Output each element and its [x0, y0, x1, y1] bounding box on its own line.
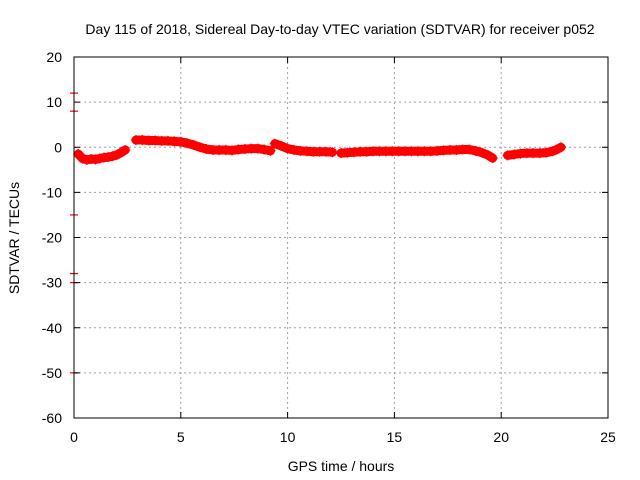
data-point	[265, 145, 276, 156]
data-point	[551, 144, 562, 155]
data-point	[81, 154, 92, 165]
y-tick-label: -50	[42, 365, 62, 381]
data-point	[487, 153, 498, 164]
y-axis-tick-labels: -60 -50 -40 -30 -20 -10 0 10 20	[42, 49, 62, 426]
data-point	[111, 149, 122, 160]
y-axis-label: SDTVAR / TECUs	[6, 182, 22, 294]
data-point	[464, 144, 475, 155]
data-point	[282, 143, 293, 154]
data-point	[120, 144, 131, 155]
data-point	[483, 150, 494, 161]
x-tick-label: 15	[387, 429, 403, 445]
data-point	[276, 140, 287, 151]
y-tick-label: -60	[42, 410, 62, 426]
gridlines	[74, 57, 608, 418]
data-point	[188, 139, 199, 150]
data-point	[289, 144, 300, 155]
data-point	[115, 147, 126, 158]
data-point	[195, 142, 206, 153]
data-point	[73, 149, 84, 160]
data-point	[175, 136, 186, 147]
y-tick-label: -10	[42, 184, 62, 200]
x-tick-label: 5	[177, 429, 185, 445]
data-point	[94, 153, 105, 164]
chart-title: Day 115 of 2018, Sidereal Day-to-day VTE…	[85, 21, 594, 37]
data-point	[547, 146, 558, 157]
y-tick-label: 20	[46, 49, 62, 65]
data-point	[182, 138, 193, 149]
x-axis-tick-labels: 0 5 10 15 20 25	[70, 429, 616, 445]
data-point	[269, 138, 280, 149]
y-tick-label: -30	[42, 275, 62, 291]
data-point	[470, 145, 481, 156]
data-point	[556, 142, 567, 153]
data-point	[541, 147, 552, 158]
axis-ticks	[73, 56, 609, 419]
data-point	[327, 147, 338, 158]
data-point	[476, 147, 487, 158]
x-tick-label: 0	[70, 429, 78, 445]
y-tick-label: -20	[42, 230, 62, 246]
data-point	[103, 152, 114, 163]
x-tick-label: 10	[280, 429, 296, 445]
x-tick-label: 20	[493, 429, 509, 445]
y-tick-label: 10	[46, 94, 62, 110]
data-point	[107, 151, 118, 162]
data-point	[502, 150, 513, 161]
data-point	[252, 143, 263, 154]
data-points	[73, 135, 567, 165]
y-tick-label: -40	[42, 320, 62, 336]
x-tick-label: 25	[600, 429, 616, 445]
data-point	[509, 149, 520, 160]
data-point	[259, 144, 270, 155]
data-point	[77, 153, 88, 164]
data-point	[201, 144, 212, 155]
x-axis-label: GPS time / hours	[288, 458, 395, 474]
data-point	[90, 154, 101, 165]
data-point	[227, 145, 238, 156]
y-tick-label: 0	[54, 139, 62, 155]
